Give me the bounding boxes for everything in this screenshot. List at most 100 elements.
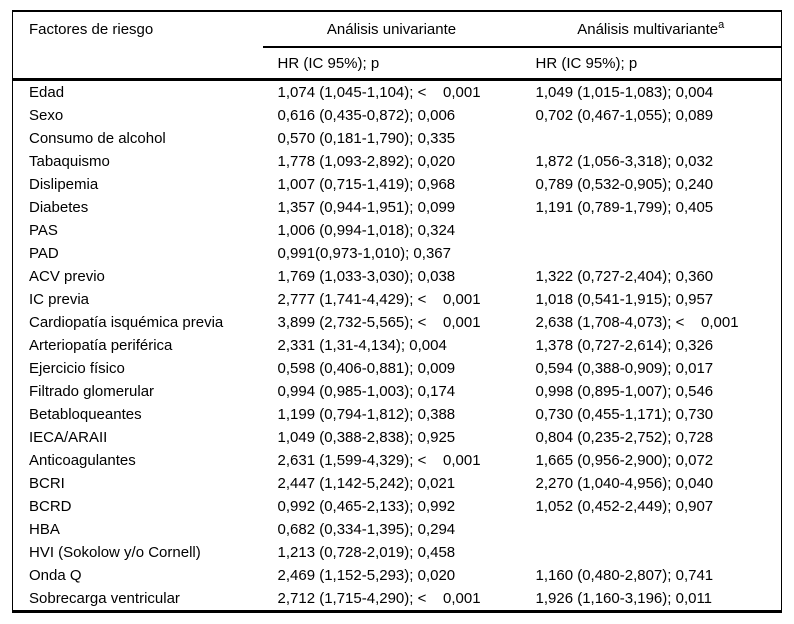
multivariate-hr-value (521, 219, 782, 242)
risk-factors-table: Factores de riesgo Análisis univariante … (12, 10, 782, 613)
risk-factor-name: HVI (Sokolow y/o Cornell) (29, 544, 201, 561)
header-row-subtitles: HR (IC 95%); p HR (IC 95%); p (12, 47, 782, 81)
table-row: BCRI 2,447 (1,142-5,242); 0,021 2,270 (1… (13, 472, 782, 495)
table-row: Consumo de alcohol 0,570 (0,181-1,790); … (13, 127, 782, 150)
multivariate-hr-value: 1,322 (0,727-2,404); 0,360 (535, 268, 714, 285)
table-row: Sexo 0,616 (0,435-0,872); 0,006 0,702 (0… (13, 104, 782, 127)
multivariate-hr-value: 0,998 (0,895-1,007); 0,546 (535, 383, 714, 400)
table-row: Sobrecarga ventricular 2,712 (1,715-4,29… (13, 587, 782, 612)
table-row: HVI (Sokolow y/o Cornell) 1,213 (0,728-2… (13, 541, 782, 564)
multivariate-hr-value: 0,789 (0,532-0,905); 0,240 (535, 176, 714, 193)
univariate-hr-value: 2,777 (1,741-4,429); < 0,001 (277, 291, 481, 308)
risk-factor-name: Tabaquismo (29, 153, 110, 170)
table-row: Onda Q 2,469 (1,152-5,293); 0,020 1,160 … (13, 564, 782, 587)
table-row: Tabaquismo 1,778 (1,093-2,892); 0,020 1,… (13, 150, 782, 173)
univariate-hr-value: 1,006 (0,994-1,018); 0,324 (277, 222, 456, 239)
multivariate-hr-value (521, 127, 782, 150)
table-row: BCRD 0,992 (0,465-2,133); 0,992 1,052 (0… (13, 495, 782, 518)
table-row: Anticoagulantes 2,631 (1,599-4,329); < 0… (13, 449, 782, 472)
multivariate-hr-value (521, 541, 782, 564)
header-row-titles: Factores de riesgo Análisis univariante … (13, 11, 782, 48)
multivariate-hr-value: 0,702 (0,467-1,055); 0,089 (535, 107, 714, 124)
column-header-univariate-analysis: Análisis univariante (262, 11, 521, 48)
column-header-risk-factors: Factores de riesgo (29, 21, 154, 38)
multivariate-hr-value: 1,052 (0,452-2,449); 0,907 (535, 498, 714, 515)
table-header: Factores de riesgo Análisis univariante … (12, 11, 782, 81)
table-row: Filtrado glomerular 0,994 (0,985-1,003);… (13, 380, 782, 403)
footnote-marker-a: a (718, 18, 725, 31)
risk-factor-name: Filtrado glomerular (29, 383, 155, 400)
univariate-hr-value: 2,331 (1,31-4,134); 0,004 (277, 337, 447, 354)
multivariate-hr-value: 1,872 (1,056-3,318); 0,032 (535, 153, 714, 170)
table-row: Ejercicio físico 0,598 (0,406-0,881); 0,… (13, 357, 782, 380)
univariate-hr-value: 0,992 (0,465-2,133); 0,992 (277, 498, 456, 515)
risk-factor-name: Edad (29, 84, 65, 101)
table-row: Betabloqueantes 1,199 (0,794-1,812); 0,3… (13, 403, 782, 426)
univariate-hr-value: 3,899 (2,732-5,565); < 0,001 (277, 314, 481, 331)
subheader-hr-univariate: HR (IC 95%); p (262, 47, 521, 81)
table-row: IC previa 2,777 (1,741-4,429); < 0,001 1… (13, 288, 782, 311)
multivariate-hr-value: 1,665 (0,956-2,900); 0,072 (535, 452, 714, 469)
univariate-hr-value: 0,616 (0,435-0,872); 0,006 (277, 107, 456, 124)
univariate-hr-value: 0,682 (0,334-1,395); 0,294 (277, 521, 456, 538)
table-row: HBA 0,682 (0,334-1,395); 0,294 (13, 518, 782, 541)
subheader-empty (12, 47, 263, 81)
table-row: Cardiopatía isquémica previa 3,899 (2,73… (13, 311, 782, 334)
univariate-hr-value: 1,049 (0,388-2,838); 0,925 (277, 429, 456, 446)
table-row: Arteriopatía periférica 2,331 (1,31-4,13… (13, 334, 782, 357)
risk-factor-name: Betabloqueantes (29, 406, 142, 423)
multivariate-hr-value: 0,804 (0,235-2,752); 0,728 (535, 429, 714, 446)
univariate-hr-value: 2,631 (1,599-4,329); < 0,001 (277, 452, 481, 469)
multivariate-hr-value: 2,270 (1,040-4,956); 0,040 (535, 475, 714, 492)
table-body: Edad 1,074 (1,045-1,104); < 0,001 1,049 … (13, 80, 782, 612)
column-header-multivariate-analysis: Análisis multivariantea (520, 11, 782, 48)
univariate-hr-value: 0,991(0,973-1,010); 0,367 (277, 245, 451, 262)
univariate-hr-value: 2,712 (1,715-4,290); < 0,001 (277, 590, 481, 607)
table-row: Dislipemia 1,007 (0,715-1,419); 0,968 0,… (13, 173, 782, 196)
multivariate-hr-value: 1,378 (0,727-2,614); 0,326 (535, 337, 714, 354)
risk-factor-name: Cardiopatía isquémica previa (29, 314, 224, 331)
risk-factor-name: Sobrecarga ventricular (29, 590, 180, 607)
multivariate-label: Análisis multivariante (577, 20, 719, 38)
multivariate-hr-value: 1,160 (0,480-2,807); 0,741 (535, 567, 714, 584)
table-row: IECA/ARAII 1,049 (0,388-2,838); 0,925 0,… (13, 426, 782, 449)
multivariate-hr-value: 1,191 (0,789-1,799); 0,405 (535, 199, 714, 216)
multivariate-hr-value: 1,049 (1,015-1,083); 0,004 (535, 84, 714, 101)
multivariate-hr-value: 2,638 (1,708-4,073); < 0,001 (535, 314, 739, 331)
risk-factor-name: Sexo (29, 107, 64, 124)
univariate-hr-value: 2,469 (1,152-5,293); 0,020 (277, 567, 456, 584)
multivariate-hr-value: 1,018 (0,541-1,915); 0,957 (535, 291, 714, 308)
table-row: Edad 1,074 (1,045-1,104); < 0,001 1,049 … (13, 80, 782, 105)
multivariate-hr-value (521, 518, 782, 541)
risk-factor-name: Anticoagulantes (29, 452, 136, 469)
risk-factor-name: HBA (29, 521, 60, 538)
univariate-hr-value: 1,074 (1,045-1,104); < 0,001 (277, 84, 481, 101)
univariate-hr-value: 0,598 (0,406-0,881); 0,009 (277, 360, 456, 377)
univariate-hr-value: 0,570 (0,181-1,790); 0,335 (277, 130, 456, 147)
risk-factor-name: BCRD (29, 498, 72, 515)
univariate-hr-value: 1,199 (0,794-1,812); 0,388 (277, 406, 456, 423)
risk-factor-name: IC previa (29, 291, 90, 308)
risk-factor-name: Consumo de alcohol (29, 130, 166, 147)
risk-factor-name: PAS (29, 222, 58, 239)
univariate-hr-value: 0,994 (0,985-1,003); 0,174 (277, 383, 456, 400)
multivariate-hr-value: 0,594 (0,388-0,909); 0,017 (535, 360, 714, 377)
table-row: PAD 0,991(0,973-1,010); 0,367 (13, 242, 782, 265)
table-row: Diabetes 1,357 (0,944-1,951); 0,099 1,19… (13, 196, 782, 219)
univariate-hr-value: 1,213 (0,728-2,019); 0,458 (277, 544, 456, 561)
risk-factor-name: Dislipemia (29, 176, 99, 193)
risk-factor-name: IECA/ARAII (29, 429, 108, 446)
table-row: ACV previo 1,769 (1,033-3,030); 0,038 1,… (13, 265, 782, 288)
risk-factor-name: Onda Q (29, 567, 82, 584)
univariate-hr-value: 1,769 (1,033-3,030); 0,038 (277, 268, 456, 285)
risk-factor-name: BCRI (29, 475, 65, 492)
univariate-hr-value: 1,778 (1,093-2,892); 0,020 (277, 153, 456, 170)
risk-factor-name: Diabetes (29, 199, 89, 216)
univariate-hr-value: 1,007 (0,715-1,419); 0,968 (277, 176, 456, 193)
risk-factor-name: PAD (29, 245, 59, 262)
risk-factor-name: ACV previo (29, 268, 105, 285)
multivariate-hr-value: 1,926 (1,160-3,196); 0,011 (535, 590, 713, 607)
subheader-hr-multivariate: HR (IC 95%); p (520, 47, 782, 81)
table-row: PAS 1,006 (0,994-1,018); 0,324 (13, 219, 782, 242)
